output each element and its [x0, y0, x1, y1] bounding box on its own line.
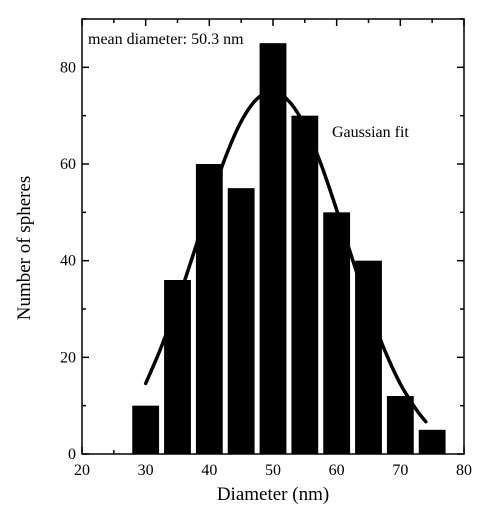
bars-group — [132, 43, 446, 455]
x-tick-label: 40 — [201, 462, 217, 479]
bar — [227, 188, 255, 454]
mean-diameter-annotation: mean diameter: 50.3 nm — [88, 31, 244, 48]
y-axis-title: Number of spheres — [14, 176, 35, 321]
bar — [355, 260, 382, 454]
y-tick-label: 80 — [60, 59, 76, 76]
ticks-group — [81, 18, 465, 455]
bar — [259, 43, 287, 455]
x-tick-label: 80 — [456, 462, 472, 479]
x-tick-label: 30 — [138, 462, 154, 479]
bar — [195, 164, 223, 454]
bar — [164, 280, 191, 454]
bar — [418, 429, 446, 454]
bar — [291, 115, 319, 455]
bar — [132, 405, 160, 454]
bar — [323, 212, 351, 454]
x-tick-label: 20 — [74, 462, 90, 479]
gaussian-fit-curve — [143, 89, 428, 424]
y-tick-label: 20 — [60, 349, 76, 366]
y-tick-label: 40 — [60, 253, 76, 270]
y-tick-label: 0 — [68, 446, 76, 463]
x-axis-title: Diameter (nm) — [217, 484, 329, 505]
gaussian-fit-label: Gaussian fit — [332, 124, 409, 141]
x-tick-label: 70 — [392, 462, 408, 479]
x-tick-label: 50 — [265, 462, 281, 479]
x-tick-label: 60 — [329, 462, 345, 479]
bar — [386, 396, 414, 454]
y-tick-label: 60 — [60, 156, 76, 173]
